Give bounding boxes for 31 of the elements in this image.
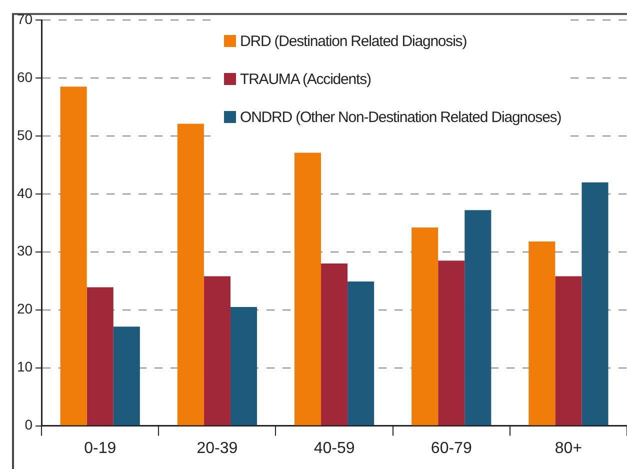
legend-label: DRD (Destination Related Diagnosis) xyxy=(240,32,467,50)
legend-label: ONDRD (Other Non-Destination Related Diagnoses) xyxy=(240,108,562,126)
y-tick-label: 10 xyxy=(16,358,33,375)
bar xyxy=(321,263,348,426)
bar xyxy=(528,241,556,426)
y-tick-label: 20 xyxy=(16,300,33,317)
bar xyxy=(230,306,258,426)
bar xyxy=(582,182,608,426)
bar xyxy=(86,287,114,426)
y-tick-label: 60 xyxy=(16,68,33,85)
x-tick-label: 0-19 xyxy=(84,440,116,457)
x-tick-label: 20-39 xyxy=(196,440,238,457)
x-tick-label: 40-59 xyxy=(314,440,355,457)
bar xyxy=(294,152,322,426)
x-tick-label: 80+ xyxy=(554,440,582,457)
bar xyxy=(438,260,465,426)
bar xyxy=(555,276,582,426)
bar xyxy=(464,210,492,426)
y-tick-label: 50 xyxy=(16,126,33,143)
x-tick-label: 60-79 xyxy=(430,440,472,457)
bar xyxy=(412,228,438,426)
bar xyxy=(177,124,204,426)
bar xyxy=(348,281,374,426)
bar xyxy=(60,86,87,426)
y-tick-label: 0 xyxy=(24,416,33,433)
y-tick-label: 70 xyxy=(16,10,33,27)
legend-label: TRAUMA (Accidents) xyxy=(240,70,371,88)
y-tick-label: 30 xyxy=(16,242,33,259)
bar xyxy=(113,326,140,426)
y-tick-label: 40 xyxy=(16,184,33,201)
bar xyxy=(204,276,230,426)
